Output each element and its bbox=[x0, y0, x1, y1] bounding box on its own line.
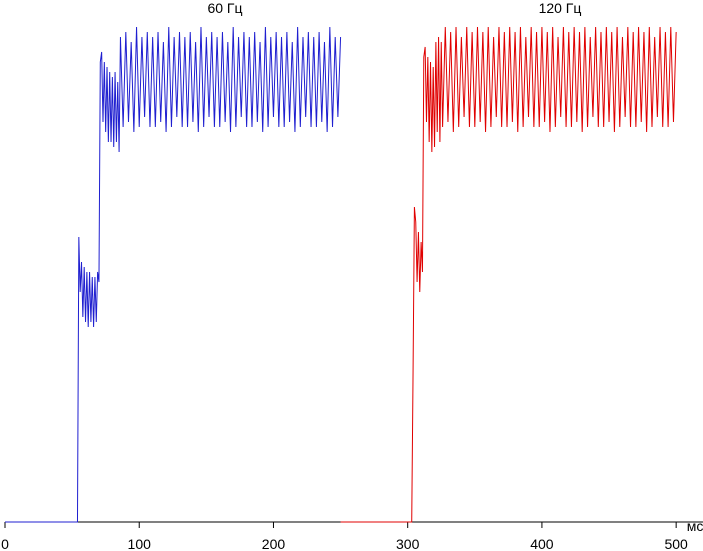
x-tick-label: 400 bbox=[530, 536, 554, 551]
x-tick-label: 200 bbox=[262, 536, 286, 551]
x-tick-label: 100 bbox=[128, 536, 152, 551]
series-label: 60 Гц bbox=[207, 0, 242, 16]
x-axis-label: мс bbox=[687, 518, 703, 534]
x-tick-label: 500 bbox=[664, 536, 688, 551]
series-line bbox=[5, 26, 342, 523]
series-label: 120 Гц bbox=[539, 0, 582, 16]
x-tick-label: 0 bbox=[1, 536, 9, 551]
series-line bbox=[340, 26, 677, 523]
x-tick-label: 300 bbox=[396, 536, 420, 551]
